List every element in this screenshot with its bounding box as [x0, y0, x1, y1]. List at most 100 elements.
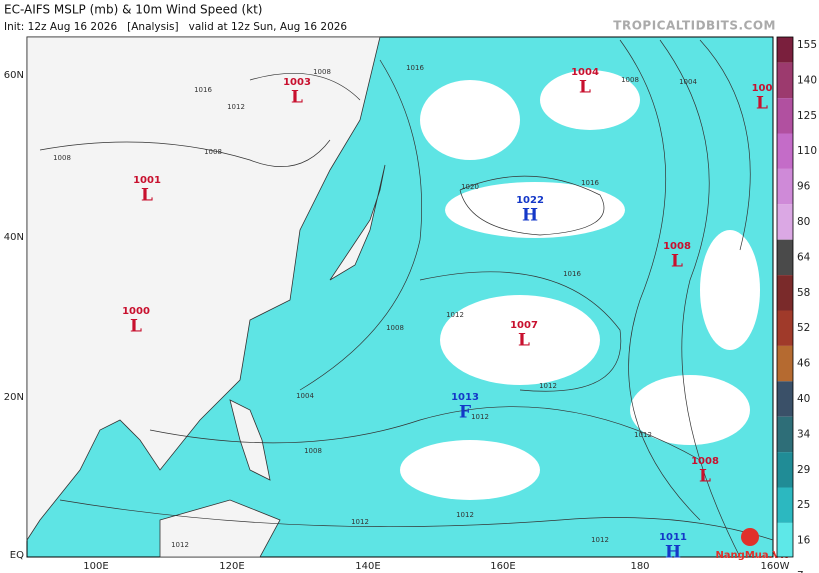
colorbar-label: 7	[797, 570, 804, 573]
isobar-label: 1008	[386, 324, 404, 332]
isobar-label: 1004	[679, 78, 697, 86]
colorbar-label: 34	[797, 428, 811, 440]
colorbar-label: 52	[797, 322, 810, 334]
isobar-label: 1012	[227, 103, 245, 111]
isobar-label: 1012	[634, 431, 652, 439]
colorbar-segment	[777, 275, 793, 311]
center-value: 1008	[691, 456, 719, 467]
isobar-label: 1016	[563, 270, 581, 278]
lon-label: 160W	[761, 561, 790, 572]
lat-label: 20N	[4, 392, 24, 403]
lat-label: 60N	[4, 70, 24, 81]
lon-label: 120E	[219, 561, 244, 572]
colorbar-label: 110	[797, 145, 817, 157]
center-value: 1011	[659, 532, 687, 543]
watermark: NangMua.VN	[715, 550, 788, 561]
center-letter: L	[671, 252, 683, 272]
colorbar-segment	[777, 62, 793, 99]
isobar-label: 1016	[194, 86, 212, 94]
colorbar-label: 140	[797, 74, 817, 86]
isobar-label: 1020	[461, 183, 479, 191]
colorbar-frame	[776, 36, 794, 558]
isobars	[39, 39, 774, 558]
colorbar-segment	[777, 239, 793, 276]
asia-landmass	[26, 36, 381, 542]
center-value: 1003	[283, 77, 311, 88]
maritime-continent	[159, 499, 281, 558]
isobar-label: 1008	[204, 148, 222, 156]
colorbar-label: 16	[797, 535, 811, 547]
colorbar-label: 125	[797, 110, 817, 122]
center-value: 1007	[510, 320, 538, 331]
center-letter: L	[141, 186, 153, 206]
colorbar-segment	[777, 168, 793, 205]
watermark-icon	[741, 528, 759, 546]
colorbar-segment	[777, 522, 793, 557]
isobar-label: 1016	[406, 64, 424, 72]
center-value: 1008	[663, 241, 691, 252]
isobar-label: 1012	[171, 541, 189, 549]
isobar-label: 1012	[446, 311, 464, 319]
isobar-label: 1012	[456, 511, 474, 519]
isobar-label: 1008	[313, 68, 331, 76]
lon-label: 100E	[83, 561, 108, 572]
colorbar-segment	[777, 204, 793, 240]
center-letter: L	[291, 88, 303, 108]
colorbar-segment	[777, 416, 793, 453]
title: EC-AIFS MSLP (mb) & 10m Wind Speed (kt)	[4, 3, 262, 17]
center-value: 1000	[122, 306, 150, 317]
colorbar-label: 155	[797, 39, 817, 51]
colorbar-label: 80	[797, 216, 810, 228]
colorbar-label: 58	[797, 287, 810, 299]
lat-label: 40N	[4, 232, 24, 243]
colorbar-segment	[777, 310, 793, 346]
isobar-label: 1016	[581, 179, 599, 187]
colorbar-segment	[777, 133, 793, 169]
center-letter: L	[518, 331, 530, 351]
subtitle: Init: 12z Aug 16 2026 [Analysis] valid a…	[4, 21, 347, 33]
colorbar-label: 64	[797, 251, 811, 263]
center-letter: L	[130, 317, 142, 337]
map-area	[26, 36, 774, 558]
colorbar-segment	[777, 452, 793, 488]
watermark-group: NangMua.VN	[715, 528, 789, 561]
colorbar-segment	[777, 381, 793, 417]
colorbar-label: 25	[797, 499, 810, 511]
lon-label: 180	[630, 561, 649, 572]
colorbar-label: 40	[797, 393, 810, 405]
center-value: 1013	[451, 392, 479, 403]
center-value: 100	[752, 83, 773, 94]
philippines	[229, 399, 271, 481]
center-letter: F	[459, 403, 471, 423]
colorbar-segment	[777, 345, 793, 382]
lon-label: 160E	[490, 561, 515, 572]
center-letter: H	[665, 543, 681, 563]
center-letter: H	[522, 206, 538, 226]
colorbar-segment	[777, 487, 793, 523]
isobar-label: 1012	[591, 536, 609, 544]
center-value: 1022	[516, 195, 544, 206]
isobar-label: 1012	[539, 382, 557, 390]
isobar-label: 1008	[53, 154, 71, 162]
colorbar-segment	[777, 37, 793, 63]
isobar-label: 1004	[296, 392, 314, 400]
colorbar-label: 96	[797, 181, 811, 193]
lon-label: 140E	[355, 561, 380, 572]
colorbar-segment	[777, 98, 793, 134]
center-letter: L	[699, 467, 711, 487]
colorbar-label: 46	[797, 358, 811, 370]
isobar-label: 1012	[351, 518, 369, 526]
lat-label: EQ	[10, 550, 24, 561]
center-value: 1001	[133, 175, 161, 186]
isobar-label: 1012	[471, 413, 489, 421]
japan	[329, 164, 386, 281]
isobar-label: 1008	[621, 76, 639, 84]
center-value: 1004	[571, 67, 599, 78]
site-name: TROPICALTIDBITS.COM	[613, 19, 776, 33]
colorbar-label: 29	[797, 464, 810, 476]
isobar-label: 1008	[304, 447, 322, 455]
center-letter: L	[756, 94, 768, 114]
center-letter: L	[579, 78, 591, 98]
